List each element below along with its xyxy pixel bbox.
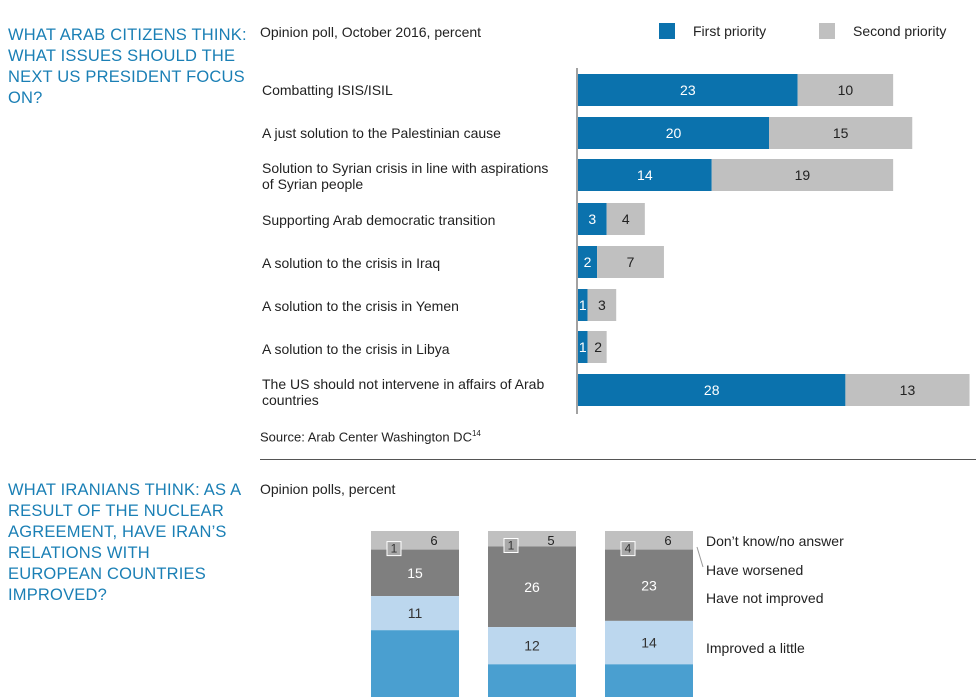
bar-second-priority (587, 289, 617, 321)
value-worsened: 1 (391, 542, 398, 556)
bar-value-label: 3 (598, 297, 606, 313)
legend-swatch-second (819, 23, 835, 39)
category-label: Supporting Arab democratic transition (262, 212, 496, 228)
section1-subtitle: Opinion poll, October 2016, percent (260, 24, 482, 40)
bar-value-label: 23 (680, 82, 696, 98)
bar-first-priority (578, 374, 846, 406)
stack-legend-not-improved: Have not improved (706, 590, 824, 606)
bar-second-priority (769, 117, 913, 149)
bar-value-label: 2 (594, 339, 602, 355)
legend-second-priority: Second priority (819, 23, 946, 39)
segment-not-improved (488, 546, 576, 628)
bar-first-priority (578, 331, 588, 363)
bar-value-label: 20 (666, 125, 682, 141)
segment-improved-little (371, 596, 459, 631)
segment-improved-lot (605, 664, 693, 697)
segment-dont-know (488, 531, 576, 547)
section-divider (260, 459, 976, 460)
value-improved-little: 14 (641, 635, 657, 651)
bar-second-priority (606, 203, 645, 235)
bar-second-priority (797, 74, 894, 106)
bar-value-label: 13 (900, 382, 916, 398)
segment-improved-lot (488, 664, 576, 697)
bar-second-priority (597, 246, 664, 278)
source-ref: 14 (471, 429, 481, 438)
category-label: Combatting ISIS/ISIL (262, 82, 393, 98)
bar-second-priority (845, 374, 970, 406)
bar-value-label: 15 (833, 125, 849, 141)
value-not-improved: 23 (641, 577, 657, 593)
category-label: A just solution to the Palestinian cause (262, 125, 501, 141)
section1-heading: WHAT ARAB CITIZENS THINK: WHAT ISSUES SH… (8, 26, 247, 107)
bar-second-priority (587, 331, 607, 363)
segment-improved-little (605, 620, 693, 665)
segment-worsened (620, 541, 636, 557)
bar-value-label: 2 (584, 254, 592, 270)
bar-value-label: 19 (795, 167, 811, 183)
bar-value-label: 10 (838, 82, 854, 98)
section2-subtitle: Opinion polls, percent (260, 481, 396, 497)
legend-label-first: First priority (693, 23, 767, 39)
segment-dont-know (605, 531, 693, 550)
bar-value-label: 4 (622, 211, 630, 227)
bar-value-label: 3 (588, 211, 596, 227)
stack-legend-dont-know: Don’t know/no answer (706, 533, 844, 549)
segment-improved-lot (371, 630, 459, 697)
segment-worsened (386, 541, 402, 557)
value-worsened: 1 (508, 539, 515, 553)
bar-value-label: 1 (579, 297, 587, 313)
bar-value-label: 14 (637, 167, 653, 183)
segment-improved-little (488, 627, 576, 665)
category-label: Solution to Syrian crisis in line with a… (262, 160, 549, 192)
source-text: Source: Arab Center Washington DC (260, 429, 472, 445)
segment-dont-know (371, 531, 459, 550)
value-dont-know: 6 (430, 533, 437, 548)
segment-not-improved (605, 549, 693, 621)
source-note: Source: Arab Center Washington DC14 (260, 429, 481, 444)
value-worsened: 4 (625, 542, 632, 556)
value-not-improved: 15 (407, 565, 423, 581)
category-label: A solution to the crisis in Yemen (262, 298, 459, 314)
category-label: The US should not intervene in affairs o… (262, 376, 545, 408)
legend-label-second: Second priority (853, 23, 947, 39)
bar-first-priority (578, 74, 798, 106)
segment-not-improved (371, 549, 459, 597)
value-not-improved: 26 (524, 579, 540, 595)
section2-heading: WHAT IRANIANS THINK: AS A RESULT OF THE … (8, 481, 241, 604)
category-label: A solution to the crisis in Iraq (262, 255, 441, 271)
bar-value-label: 7 (627, 254, 635, 270)
value-improved-little: 11 (408, 605, 423, 621)
bar-value-label: 1 (579, 339, 587, 355)
legend-swatch-first (659, 23, 675, 39)
bar-first-priority (578, 246, 598, 278)
bar-second-priority (711, 159, 894, 191)
bar-value-label: 28 (704, 382, 720, 398)
segment-worsened (503, 538, 519, 553)
bar-first-priority (578, 117, 769, 149)
value-dont-know: 6 (664, 533, 671, 548)
category-label: A solution to the crisis in Libya (262, 341, 450, 357)
value-improved-little: 12 (524, 638, 540, 654)
stack-legend-improved-little: Improved a little (706, 640, 805, 656)
stack-legend-worsened: Have worsened (706, 562, 804, 578)
bar-first-priority (578, 159, 712, 191)
bar-first-priority (578, 203, 607, 235)
bar-first-priority (578, 289, 588, 321)
value-dont-know: 5 (547, 533, 554, 548)
legend-first-priority: First priority (659, 23, 766, 39)
worsened-leader-line (696, 546, 704, 568)
